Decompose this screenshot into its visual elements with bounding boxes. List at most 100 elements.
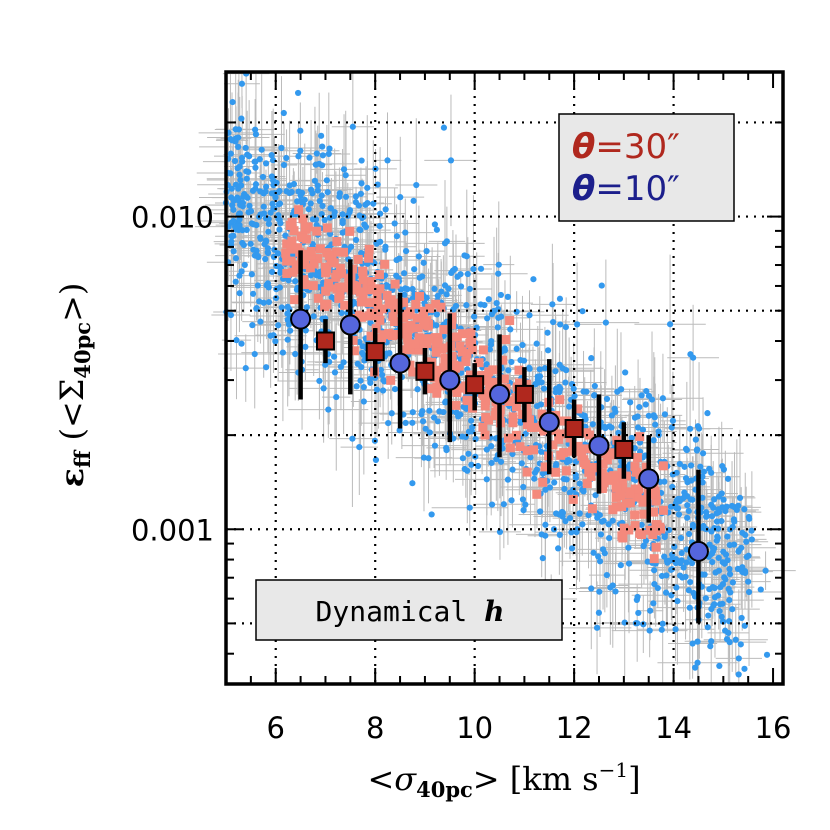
scatter-point-10: [319, 152, 327, 159]
scatter-point-30: [632, 492, 642, 502]
scatter-point-10: [735, 655, 742, 662]
scatter-point-30: [656, 524, 666, 534]
scatter-point-30: [377, 333, 387, 343]
scatter-point-10: [349, 123, 356, 130]
scatter-point-10: [380, 377, 387, 384]
scatter-point-10: [552, 389, 559, 396]
scatter-point-10: [711, 601, 718, 608]
scatter-point-10: [426, 429, 433, 436]
scatter-point-10: [411, 266, 418, 273]
scatter-point-10: [542, 521, 549, 528]
scatter-point-30: [612, 482, 622, 492]
scatter-point-10: [546, 484, 554, 491]
scatter-point-10: [251, 350, 258, 358]
scatter-point-10: [280, 109, 287, 117]
scatter-point-10: [735, 671, 742, 678]
scatter-point-10: [227, 150, 234, 157]
scatter-point-10: [533, 340, 540, 347]
x-tick-label: 10: [456, 711, 493, 745]
scatter-point-10: [419, 408, 426, 415]
scatter-point-10: [477, 265, 485, 272]
scatter-point-10: [519, 341, 526, 349]
scatter-point-30: [524, 415, 534, 425]
scatter-point-10: [278, 304, 285, 311]
scatter-point-30: [281, 248, 291, 258]
scatter-point-10: [420, 454, 428, 461]
scatter-point-10: [231, 157, 239, 165]
scatter-point-30: [461, 356, 471, 366]
binned-point-30: [614, 439, 634, 459]
scatter-point-10: [249, 187, 257, 194]
scatter-point-30: [505, 316, 515, 326]
scatter-point-10: [376, 222, 383, 230]
scatter-point-30: [457, 347, 467, 357]
scatter-point-10: [353, 383, 360, 390]
scatter-point-10: [501, 345, 508, 352]
scatter-point-30: [609, 471, 619, 481]
scatter-point-30: [324, 278, 334, 288]
scatter-point-30: [556, 416, 566, 426]
scatter-point-10: [404, 286, 411, 293]
scatter-point-10: [687, 578, 694, 586]
scatter-point-10: [248, 271, 255, 278]
scatter-point-10: [322, 361, 329, 368]
scatter-point-30: [599, 478, 609, 488]
scatter-point-10: [708, 501, 715, 508]
plot-frame: [224, 70, 785, 686]
scatter-point-10: [422, 425, 429, 432]
scatter-point-10: [715, 592, 722, 599]
legend-entry-30: θ=30″: [572, 127, 680, 167]
scatter-point-10: [579, 308, 586, 315]
scatter-point-10: [270, 253, 278, 260]
x-tick-label: 6: [267, 711, 285, 745]
scatter-point-10: [238, 115, 245, 122]
scatter-point-10: [638, 392, 645, 399]
scatter-point-30: [451, 400, 461, 410]
scatter-point-30: [455, 341, 465, 351]
scatter-point-10: [315, 270, 322, 277]
scatter-point-10: [238, 80, 246, 87]
scatter-point-10: [709, 583, 716, 591]
scatter-point-10: [409, 409, 416, 416]
scatter-point-10: [459, 455, 466, 462]
scatter-point-30: [414, 333, 424, 343]
scatter-point-10: [602, 319, 609, 326]
scatter-point-10: [541, 365, 548, 372]
scatter-point-10: [741, 506, 748, 513]
scatter-point-30: [647, 489, 657, 499]
scatter-point-10: [323, 177, 330, 184]
scatter-point-30: [403, 340, 413, 350]
scatter-point-10: [326, 145, 333, 152]
scatter-point-10: [646, 627, 653, 634]
x-tick-label: 16: [755, 711, 792, 745]
scatter-point-10: [352, 236, 360, 244]
scatter-point-10: [700, 468, 708, 475]
scatter-point-10: [470, 265, 477, 273]
scatter-point-10: [527, 454, 534, 461]
scatter-point-10: [250, 221, 257, 228]
scatter-point-10: [273, 294, 280, 302]
scatter-point-30: [322, 299, 332, 309]
scatter-point-10: [536, 373, 544, 380]
scatter-point-10: [237, 201, 244, 209]
scatter-point-10: [238, 340, 245, 347]
scatter-point-30: [526, 423, 536, 433]
scatter-point-10: [287, 327, 294, 334]
scatter-point-10: [579, 521, 586, 528]
scatter-point-10: [566, 515, 574, 522]
scatter-point-10: [483, 446, 490, 453]
scatter-point-30: [511, 402, 521, 412]
scatter-point-30: [431, 299, 441, 309]
scatter-point-10: [494, 324, 501, 331]
scatter-point-30: [561, 466, 571, 476]
scatter-point-10: [292, 278, 299, 285]
scatter-point-30: [364, 298, 374, 308]
scatter-point-10: [566, 489, 573, 496]
scatter-point-10: [563, 459, 571, 466]
scatter-point-10: [229, 202, 236, 209]
scatter-point-30: [522, 446, 532, 456]
scatter-point-30: [356, 312, 366, 322]
scatter-point-10: [485, 296, 492, 303]
scatter-point-10: [346, 209, 353, 216]
scatter-point-30: [583, 444, 593, 454]
